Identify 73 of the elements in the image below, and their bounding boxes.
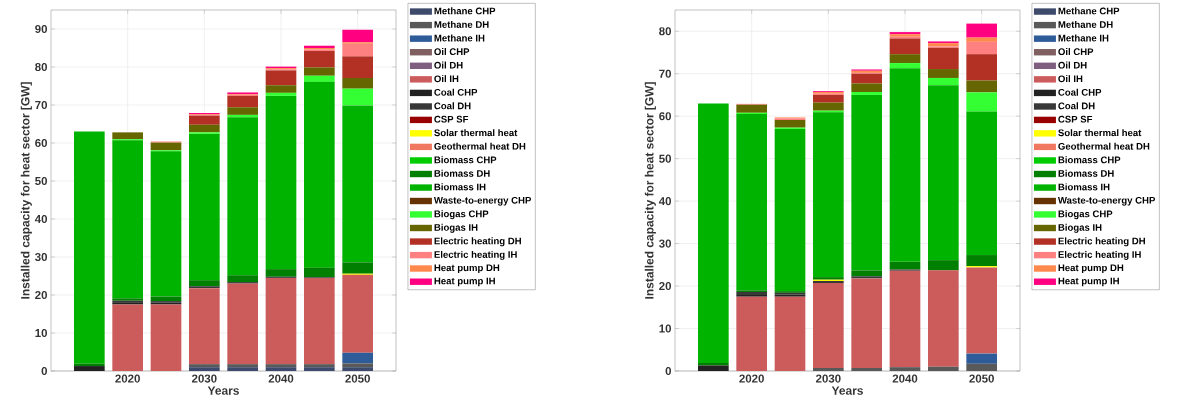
y-tick-label: 60: [35, 138, 48, 148]
legend-label: Methane CHP: [1058, 7, 1120, 15]
x-axis-title: Years: [207, 386, 239, 395]
y-axis-title: Installed capacity for heat sector [GW]: [20, 82, 32, 299]
legend-label: Heat pump DH: [1058, 264, 1124, 274]
legend-label: Coal CHP: [434, 88, 478, 96]
legend-label: Coal DH: [434, 102, 471, 110]
legend-label: Electric heating IH: [1058, 250, 1141, 260]
y-tick-label: 10: [659, 324, 672, 333]
legend-label: CSP SF: [434, 115, 469, 123]
y-tick-label: 50: [35, 176, 48, 186]
legend-label: Biomass DH: [434, 169, 490, 177]
y-tick-label: 70: [659, 69, 672, 78]
legend-label: Solar thermal heat: [1058, 129, 1142, 137]
x-tick-label: 2020: [115, 374, 140, 383]
y-tick-label: 10: [35, 328, 48, 338]
legend-label: Heat pump IH: [434, 277, 495, 287]
legend-label: Oil IH: [434, 75, 459, 83]
legend-label: Electric heating DH: [1058, 237, 1145, 247]
legend-label: Coal CHP: [1058, 88, 1102, 96]
legend-label: Coal DH: [1058, 102, 1095, 110]
y-tick-label: 40: [658, 197, 672, 206]
legend-label: Waste-to-energy CHP: [433, 196, 531, 206]
x-tick-label: 2050: [345, 374, 370, 383]
legend-label: Biomass IH: [1058, 183, 1110, 191]
x-tick-label: 2050: [969, 374, 994, 383]
legend-label: Geothermal heat DH: [1058, 142, 1150, 150]
legend-label: Biomass CHP: [434, 156, 497, 164]
legend-label: Oil IH: [1058, 75, 1083, 83]
legend-label: Waste-to-energy CHP: [1057, 196, 1156, 206]
legend-label: Biogas IH: [1058, 223, 1102, 233]
legend-label: Methane DH: [434, 20, 489, 28]
y-tick-label: 0: [41, 366, 48, 376]
x-tick-label: 2030: [815, 374, 841, 383]
y-tick-label: 70: [35, 100, 48, 110]
y-tick-label: 80: [659, 27, 672, 36]
legend-label: Biogas CHP: [1058, 210, 1113, 220]
legend-label: Methane CHP: [434, 7, 496, 15]
x-axis-title: Years: [831, 386, 863, 395]
legend-label: Biomass IH: [434, 183, 486, 191]
x-tick-label: 2030: [191, 374, 217, 383]
legend-label: CSP SF: [1058, 115, 1093, 123]
x-tick-label: 2040: [268, 374, 294, 383]
y-tick-label: 20: [659, 282, 672, 291]
legend-label: Biomass CHP: [1058, 156, 1121, 164]
legend-label: Oil DH: [434, 61, 463, 69]
legend-label: Electric heating IH: [434, 250, 517, 260]
x-tick-label: 2020: [739, 374, 764, 383]
y-tick-label: 80: [35, 62, 48, 72]
legend-label: Biogas IH: [434, 223, 478, 233]
legend-label: Oil CHP: [1058, 48, 1094, 56]
y-axis-title: Installed capacity for heat sector [GW]: [644, 82, 656, 299]
legend-label: Biomass DH: [1058, 169, 1114, 177]
y-tick-label: 20: [35, 290, 48, 300]
y-tick-label: 30: [659, 239, 672, 248]
y-tick-label: 30: [35, 252, 48, 262]
y-tick-label: 50: [659, 154, 672, 163]
legend-label: Solar thermal heat: [434, 129, 518, 137]
legend-label: Geothermal heat DH: [434, 142, 526, 150]
y-tick-label: 60: [659, 112, 672, 121]
legend-label: Electric heating DH: [434, 237, 521, 247]
y-tick-label: 0: [665, 366, 672, 376]
y-tick-label: 40: [34, 214, 48, 224]
legend-label: Biogas CHP: [434, 210, 489, 220]
legend-label: Oil DH: [1058, 61, 1087, 69]
legend-label: Heat pump DH: [434, 264, 500, 274]
legend-label: Methane IH: [1058, 34, 1109, 42]
legend-label: Oil CHP: [434, 48, 470, 56]
legend-label: Methane IH: [434, 34, 485, 42]
legend-label: Heat pump IH: [1058, 277, 1119, 287]
legend-label: Methane DH: [1058, 20, 1113, 28]
y-tick-label: 90: [35, 24, 48, 34]
x-tick-label: 2040: [892, 374, 918, 383]
